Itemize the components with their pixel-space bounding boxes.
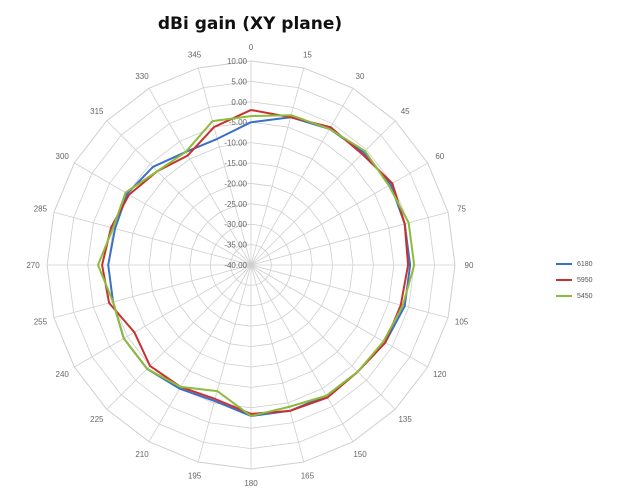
legend-label: 6180	[577, 260, 593, 268]
radial-tick-label: 0.00	[231, 98, 247, 107]
series-line-5450	[97, 114, 416, 417]
grid-spoke	[250, 264, 305, 463]
angle-label: 90	[465, 261, 474, 270]
grid-spoke	[250, 67, 305, 266]
angle-label: 285	[34, 205, 48, 214]
legend-swatch	[556, 279, 572, 281]
legend-label: 5450	[577, 292, 593, 300]
angle-label: 45	[401, 107, 410, 116]
legend-label: 5950	[577, 276, 593, 284]
angle-label: 300	[56, 152, 70, 161]
grid-layer	[46, 60, 456, 470]
radial-tick-layer: 10.00 5.00 0.00 -5.00 -10.00 -15.00 -20.00 -25.…	[224, 57, 247, 270]
legend-swatch	[556, 263, 572, 265]
grid-spoke	[250, 264, 396, 410]
grid-spoke	[250, 88, 354, 266]
grid-spoke	[250, 264, 428, 368]
radial-tick-label: -10.00	[224, 139, 247, 148]
angle-label: 210	[135, 450, 149, 459]
angle-label: 345	[188, 50, 202, 59]
angle-label: 255	[34, 317, 48, 326]
legend-item: 5450	[556, 288, 593, 304]
angle-label: 30	[356, 72, 365, 81]
angle-label-layer: 0 15 30 45 60 75 90 105 120 135 150 165 180 195 210 225…	[26, 43, 474, 488]
radial-tick-label: -40.00	[224, 261, 247, 270]
grid-spoke	[250, 264, 354, 442]
angle-label: 315	[90, 107, 104, 116]
radial-tick-label: -15.00	[224, 159, 247, 168]
angle-label: 165	[301, 472, 315, 481]
grid-spoke	[148, 88, 252, 266]
angle-label: 15	[303, 50, 312, 59]
angle-label: 105	[455, 317, 469, 326]
angle-label: 120	[433, 370, 447, 379]
grid-spoke	[197, 67, 252, 266]
series-layer	[97, 108, 416, 417]
radial-tick-label: 10.00	[227, 57, 248, 66]
radial-tick-label: -35.00	[224, 241, 247, 250]
radial-tick-label: 5.00	[231, 77, 247, 86]
angle-label: 330	[135, 72, 149, 81]
legend-item: 6180	[556, 256, 593, 272]
angle-label: 60	[435, 152, 444, 161]
grid-spoke	[74, 264, 252, 368]
grid-spoke	[74, 162, 252, 266]
legend: 6180 5950 5450	[556, 256, 593, 304]
radial-tick-label: -30.00	[224, 220, 247, 229]
grid-spoke	[53, 264, 252, 319]
angle-label: 0	[249, 43, 254, 52]
angle-label: 75	[457, 205, 466, 214]
grid-spoke	[250, 264, 449, 319]
angle-label: 195	[188, 472, 202, 481]
angle-label: 135	[398, 415, 412, 424]
legend-swatch	[556, 295, 572, 297]
radial-tick-label: -5.00	[229, 118, 248, 127]
grid-spoke	[250, 120, 396, 266]
angle-label: 225	[90, 415, 104, 424]
angle-label: 270	[26, 261, 40, 270]
grid-spoke	[53, 211, 252, 266]
series-line-5950	[101, 108, 410, 415]
radial-tick-label: -25.00	[224, 200, 247, 209]
grid-spoke	[106, 120, 252, 266]
grid-spoke	[197, 264, 252, 463]
angle-label: 240	[56, 370, 70, 379]
grid-spoke	[106, 264, 252, 410]
angle-label: 150	[353, 450, 367, 459]
grid-spoke	[250, 162, 428, 266]
grid-spoke	[148, 264, 252, 442]
angle-label: 180	[244, 479, 258, 488]
grid-spoke	[250, 211, 449, 266]
chart-title: dBi gain (XY plane)	[157, 14, 343, 34]
radial-tick-label: -20.00	[224, 179, 247, 188]
legend-item: 5950	[556, 272, 593, 288]
